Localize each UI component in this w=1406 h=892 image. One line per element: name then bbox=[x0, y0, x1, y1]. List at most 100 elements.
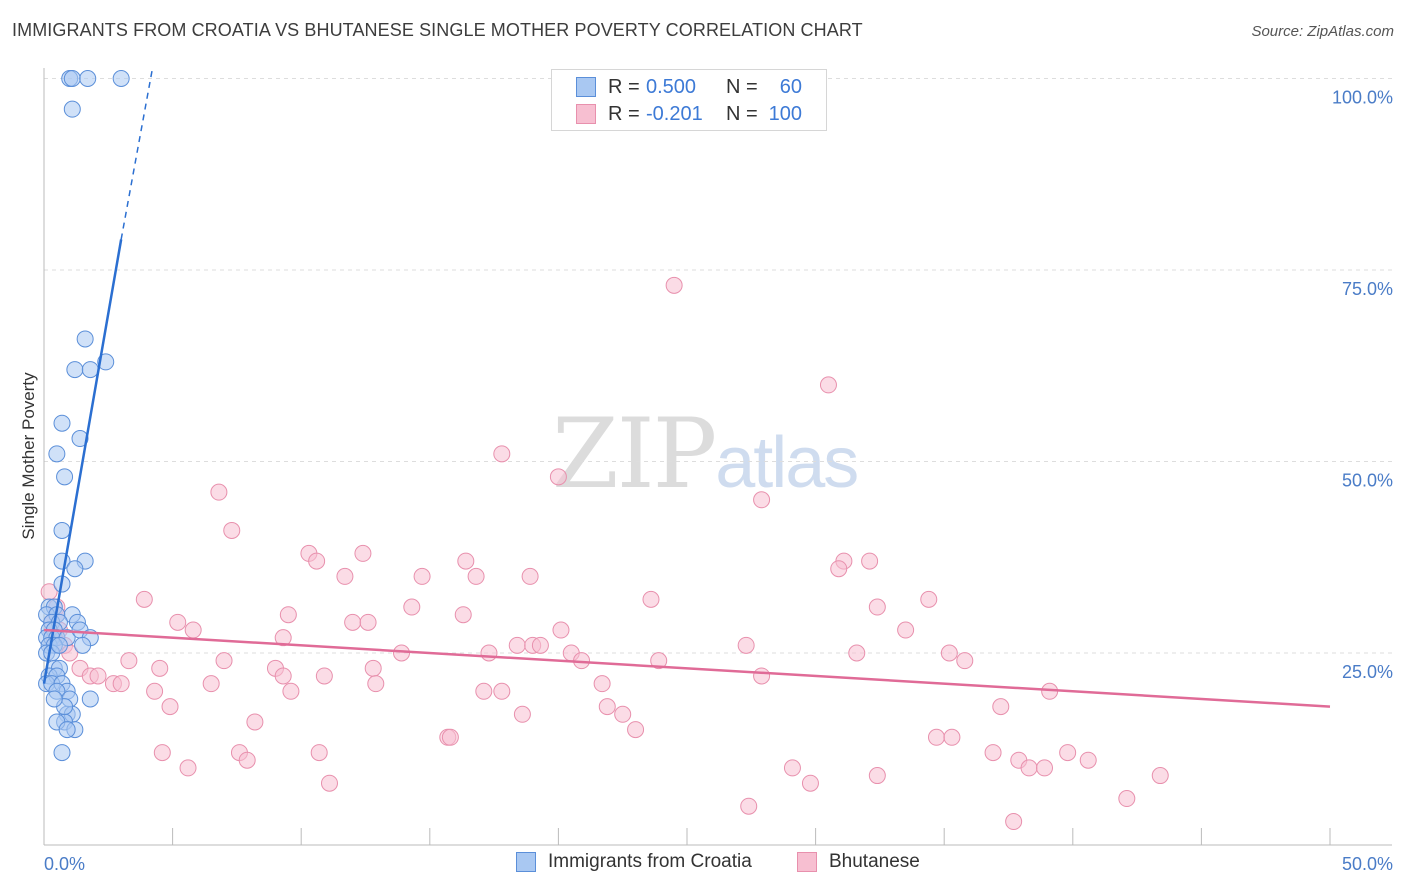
croatia-point bbox=[53, 744, 71, 762]
bhutanese-point bbox=[354, 544, 372, 562]
bhutanese-point bbox=[920, 590, 938, 608]
bhutanese-point bbox=[413, 567, 431, 585]
series-legend-bhutanese[interactable]: Bhutanese bbox=[797, 851, 920, 873]
legend-row-bhutanese: R = -0.201 N = 100 bbox=[576, 102, 802, 126]
bhutanese-point bbox=[627, 721, 645, 739]
y-tick-label: 50.0% bbox=[1342, 471, 1393, 491]
chart-title: IMMIGRANTS FROM CROATIA VS BHUTANESE SIN… bbox=[12, 20, 863, 40]
bhutanese-point bbox=[238, 751, 256, 769]
bhutanese-point bbox=[274, 629, 292, 647]
bhutanese-point bbox=[493, 445, 511, 463]
y-tick-label: 25.0% bbox=[1342, 662, 1393, 682]
bhutanese-point bbox=[475, 682, 493, 700]
x-tick-label: 0.0% bbox=[44, 854, 85, 874]
croatia-point bbox=[81, 361, 99, 379]
bhutanese-point bbox=[984, 744, 1002, 762]
croatia-point bbox=[50, 636, 68, 654]
trend-lines bbox=[42, 70, 1331, 708]
legend-n-value: 100 bbox=[768, 102, 802, 125]
bhutanese-point bbox=[457, 552, 475, 570]
legend-r-label: R = bbox=[608, 75, 640, 98]
croatia-point bbox=[74, 636, 92, 654]
bhutanese-point bbox=[480, 644, 498, 662]
bhutanese-point bbox=[552, 621, 570, 639]
legend-r-value: -0.201 bbox=[646, 102, 703, 125]
bhutanese-point bbox=[89, 667, 107, 685]
bhutanese-point bbox=[868, 598, 886, 616]
bhutanese-point bbox=[861, 552, 879, 570]
bhutanese-point bbox=[364, 659, 382, 677]
bhutanese-point bbox=[274, 667, 292, 685]
croatia-trend-line bbox=[42, 239, 123, 684]
bhutanese-point bbox=[223, 521, 241, 539]
bhutanese-point bbox=[467, 567, 485, 585]
croatia-point bbox=[45, 690, 63, 708]
bhutanese-point bbox=[441, 728, 459, 746]
legend-row-croatia: R = 0.500 N = 60 bbox=[576, 75, 802, 99]
bhutanese-point bbox=[120, 652, 138, 670]
series-legend: Immigrants from Croatia Bhutanese bbox=[0, 851, 1406, 879]
croatia-point bbox=[81, 690, 99, 708]
bhutanese-point bbox=[336, 567, 354, 585]
bhutanese-point bbox=[940, 644, 958, 662]
bhutanese-trend-line bbox=[43, 628, 1331, 708]
croatia-point bbox=[112, 70, 130, 87]
bhutanese-point bbox=[508, 636, 526, 654]
bhutanese-point bbox=[1151, 767, 1169, 785]
tick-labels: 100.0% 75.0% 50.0% 25.0% 0.0% 50.0% bbox=[44, 88, 1393, 875]
legend-n-label: N = bbox=[726, 75, 758, 98]
series-legend-croatia[interactable]: Immigrants from Croatia bbox=[516, 851, 752, 873]
bhutanese-point bbox=[308, 552, 326, 570]
bhutanese-point bbox=[737, 636, 755, 654]
bhutanese-point bbox=[1059, 744, 1077, 762]
series-label-croatia: Immigrants from Croatia bbox=[548, 851, 752, 872]
bhutanese-point bbox=[151, 659, 169, 677]
croatia-point bbox=[63, 100, 81, 118]
bhutanese-point bbox=[112, 675, 130, 693]
croatia-point bbox=[48, 445, 66, 463]
bhutanese-point bbox=[153, 744, 171, 762]
series-swatch-croatia bbox=[516, 852, 536, 872]
y-tick-label: 75.0% bbox=[1342, 279, 1393, 299]
bhutanese-point bbox=[210, 483, 228, 501]
bhutanese-point bbox=[513, 705, 531, 723]
correlation-legend: R = 0.500 N = 60 R = -0.201 N = 100 bbox=[551, 69, 827, 131]
bhutanese-point bbox=[493, 682, 511, 700]
bhutanese-point bbox=[549, 468, 567, 486]
bhutanese-point bbox=[454, 606, 472, 624]
bhutanese-point bbox=[819, 376, 837, 394]
bhutanese-point bbox=[279, 606, 297, 624]
bhutanese-point bbox=[246, 713, 264, 731]
bhutanese-point bbox=[992, 698, 1010, 716]
bhutanese-point bbox=[184, 621, 202, 639]
bhutanese-point bbox=[310, 744, 328, 762]
bhutanese-point bbox=[868, 767, 886, 785]
bhutanese-point bbox=[665, 276, 683, 294]
bhutanese-point bbox=[848, 644, 866, 662]
bhutanese-point bbox=[801, 774, 819, 792]
croatia-point bbox=[79, 70, 97, 87]
bhutanese-point bbox=[650, 652, 668, 670]
bhutanese-point bbox=[315, 667, 333, 685]
series-swatch-bhutanese bbox=[797, 852, 817, 872]
bhutanese-point bbox=[614, 705, 632, 723]
bhutanese-point bbox=[927, 728, 945, 746]
x-tick-label: 50.0% bbox=[1342, 854, 1393, 874]
y-tick-label: 100.0% bbox=[1332, 88, 1393, 108]
series-label-bhutanese: Bhutanese bbox=[829, 851, 920, 872]
bhutanese-point bbox=[830, 560, 848, 578]
croatia-point bbox=[56, 468, 74, 486]
croatia-point bbox=[63, 70, 81, 87]
bhutanese-point bbox=[943, 728, 961, 746]
croatia-point bbox=[66, 560, 84, 578]
bhutanese-point bbox=[202, 675, 220, 693]
bhutanese-point bbox=[642, 590, 660, 608]
y-axis-label: Single Mother Poverty bbox=[19, 372, 38, 540]
legend-r-label: R = bbox=[608, 102, 640, 125]
gridlines bbox=[44, 78, 1392, 654]
bhutanese-point bbox=[161, 698, 179, 716]
croatia-trend-extension bbox=[120, 70, 153, 240]
bhutanese-point bbox=[598, 698, 616, 716]
croatia-point bbox=[66, 361, 84, 379]
bhutanese-point bbox=[359, 613, 377, 631]
